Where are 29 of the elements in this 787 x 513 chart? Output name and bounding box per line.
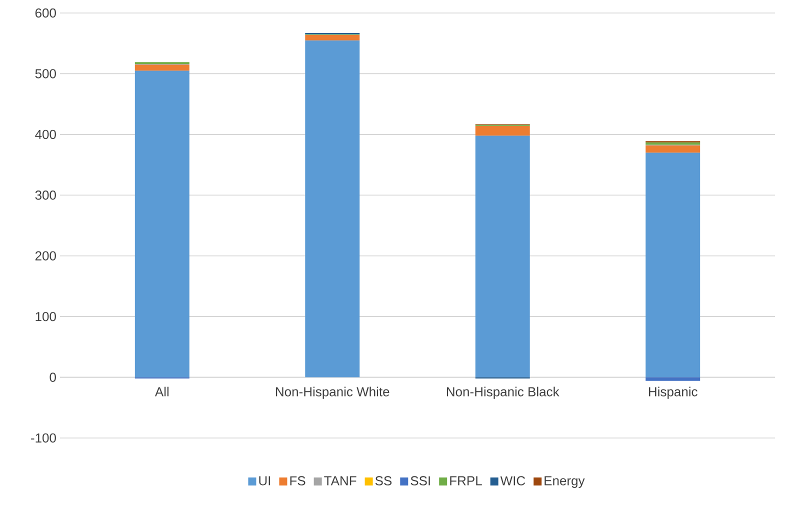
y-tick-label: 200 — [35, 251, 56, 260]
x-tick-label: Hispanic — [648, 386, 698, 399]
bar — [646, 377, 700, 381]
x-tick-label: Non-Hispanic White — [276, 386, 390, 399]
x-tick-label: All — [154, 386, 169, 396]
y-tick-label: 0 — [50, 372, 56, 382]
bar — [134, 64, 190, 71]
bar — [475, 126, 530, 136]
legend-label: Energy — [544, 476, 585, 488]
bar — [475, 136, 530, 378]
y-tick-label: 600 — [35, 8, 56, 18]
legend-label: WIC — [500, 476, 526, 486]
bar — [305, 34, 360, 40]
y-tick-label: 100 — [36, 312, 56, 322]
legend-label: TANF — [324, 476, 356, 486]
x-tick-label: Non-Hispanic Black — [446, 386, 560, 399]
legend-label: SS — [375, 476, 392, 486]
y-tick-label: 300 — [35, 190, 56, 200]
legend-label: FRPL — [450, 476, 482, 486]
bar — [134, 70, 190, 378]
y-tick-label: -100 — [31, 433, 56, 443]
y-tick-label: 400 — [35, 130, 56, 140]
bar — [646, 152, 700, 378]
legend-label: UI — [259, 476, 270, 486]
bar — [305, 40, 360, 378]
bar — [646, 145, 700, 153]
legend-label: SSI — [410, 476, 430, 486]
y-tick-label: 500 — [35, 69, 56, 78]
legend-label: FS — [290, 476, 306, 486]
